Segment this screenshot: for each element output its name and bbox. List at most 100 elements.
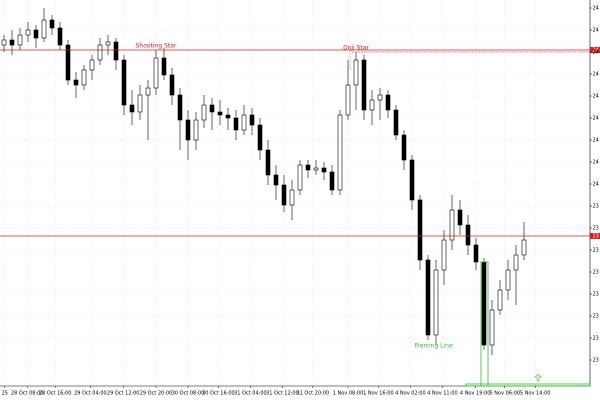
candle-body — [25, 29, 31, 36]
y-tick-label: 24 — [593, 28, 599, 34]
price-level-tag — [590, 233, 600, 239]
x-tick-label: 5 Nov 06:00 — [490, 391, 521, 397]
y-tick-label: 24 — [593, 116, 599, 122]
y-tick-label: 23 — [593, 336, 599, 342]
annotation: Piercing Line — [415, 343, 453, 350]
candle-body — [401, 134, 407, 161]
price-level-tag — [590, 47, 600, 53]
candle-body — [57, 27, 63, 46]
candle-body — [137, 94, 143, 113]
candle-body — [145, 87, 151, 96]
candle-body — [185, 119, 191, 141]
annotation: Shooting Star — [136, 43, 177, 50]
candle-body — [241, 114, 247, 131]
candle-body — [153, 57, 159, 89]
candle-body — [105, 41, 111, 46]
candle-body — [369, 99, 375, 111]
x-tick-label: 4 Nov 02:00 — [395, 391, 426, 397]
candle-body — [521, 239, 527, 256]
x-tick-label: 29 Oct 12:00 — [107, 391, 140, 397]
candle-body — [193, 119, 199, 141]
candle-body — [361, 59, 367, 111]
candle-body — [169, 74, 175, 96]
candle-body — [17, 34, 23, 46]
y-tick-label: 24 — [593, 182, 599, 188]
candle-body — [265, 149, 271, 176]
y-tick-label: 23 — [593, 204, 599, 210]
candle-body — [473, 244, 479, 263]
y-tick-label: 24 — [593, 6, 599, 12]
x-tick-label: 29 Oct 04:00 — [74, 391, 107, 397]
y-tick-label: 23 — [593, 314, 599, 320]
candle-body — [73, 79, 79, 86]
candle-body — [233, 117, 239, 131]
candle-body — [217, 111, 223, 116]
candle-body — [497, 289, 503, 311]
candle-body — [225, 114, 231, 119]
candle-body — [513, 254, 519, 271]
candles — [1, 8, 527, 355]
x-tick-label: 4 Nov 19:00 — [460, 391, 491, 397]
y-tick-label: 23 — [593, 292, 599, 298]
grid — [0, 0, 590, 385]
candle-body — [177, 94, 183, 121]
candle-body — [353, 59, 359, 86]
candle-body — [81, 69, 87, 86]
annotation: Doji Star — [343, 45, 369, 52]
x-tick-label: 30 Oct 16:00 — [202, 391, 235, 397]
y-tick-label: 24 — [593, 72, 599, 78]
x-tick-label: 28 Oct 08:00 — [11, 391, 44, 397]
candle-body — [481, 261, 487, 346]
price-level-label: 24 — [593, 48, 599, 54]
candle-body — [281, 184, 287, 206]
price-level-label: 23 — [593, 234, 599, 240]
buy-arrow — [534, 373, 542, 382]
candle-body — [129, 104, 135, 113]
piercing-zone — [465, 383, 591, 387]
x-tick-label: 31 Oct 04:00 — [234, 391, 267, 397]
candle-body — [289, 189, 295, 206]
candle-body — [465, 224, 471, 246]
candle-body — [41, 19, 47, 39]
y-tick-label: 24 — [593, 50, 599, 56]
y-tick-label: 23 — [593, 248, 599, 254]
x-tick-label: 25 — [2, 391, 8, 397]
candle-body — [313, 167, 319, 171]
candle-body — [121, 59, 127, 106]
y-tick-label: 23 — [593, 226, 599, 232]
candle-body — [249, 114, 255, 126]
overlay: 24 23 Shooting Star Doji Star Piercing Line — [0, 43, 600, 350]
candle-body — [1, 39, 7, 46]
x-tick-label: 29 Oct 20:00 — [140, 391, 173, 397]
candle-body — [425, 259, 431, 336]
candle-body — [409, 159, 415, 201]
y-tick-label: 23 — [593, 270, 599, 276]
candle-body — [449, 209, 455, 241]
candle-body — [393, 109, 399, 136]
x-tick-label: 4 Nov 11:00 — [427, 391, 458, 397]
candle-body — [345, 84, 351, 116]
y-tick-label: 23 — [593, 358, 599, 364]
candle-body — [273, 174, 279, 186]
y-tick-label: 24 — [593, 160, 599, 166]
candle-body — [297, 164, 303, 191]
candle-body — [329, 171, 335, 191]
x-tick-label: 1 Nov 16:00 — [363, 391, 394, 397]
candle-body — [97, 44, 103, 61]
y-tick-label: 24 — [593, 94, 599, 100]
candle-body — [65, 44, 71, 81]
candle-body — [209, 104, 215, 113]
candle-body — [385, 94, 391, 111]
candle-body — [9, 39, 15, 46]
candle-body — [417, 199, 423, 261]
x-tick-label: 31 Oct 12:00 — [266, 391, 299, 397]
candle-body — [33, 29, 39, 39]
candle-body — [441, 239, 447, 271]
candle-body — [505, 269, 511, 291]
candle-body — [89, 59, 95, 71]
candle-body — [337, 114, 343, 191]
candle-body — [49, 19, 55, 29]
candle-body — [321, 167, 327, 173]
